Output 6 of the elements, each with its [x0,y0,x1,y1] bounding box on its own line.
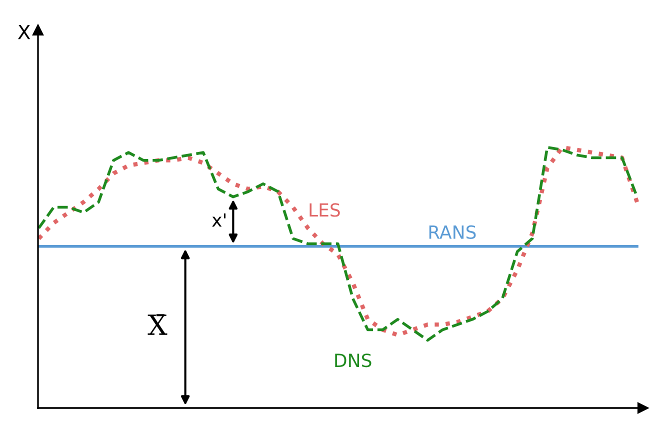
annotation: x' [212,213,226,227]
text: X [18,24,30,40]
series-label: LES [310,203,340,217]
annotation: X̄ [148,314,168,335]
series-label: RANS [429,225,476,239]
series-label: DNS [335,354,372,368]
